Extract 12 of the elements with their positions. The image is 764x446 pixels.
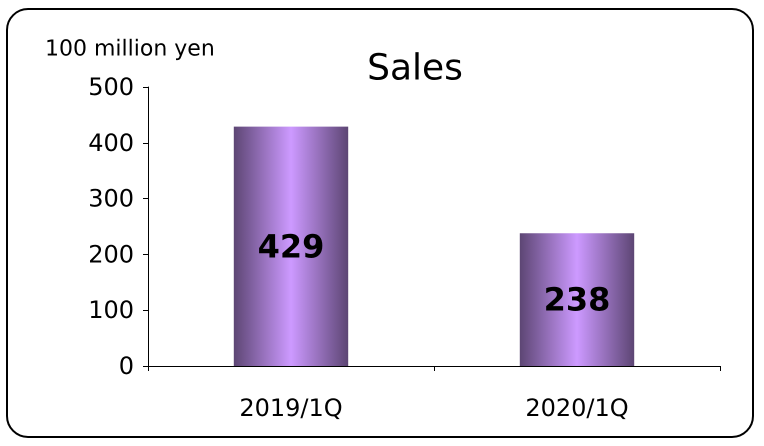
y-axis-title: 100 million yen — [45, 36, 215, 62]
data-label: 238 — [544, 280, 610, 319]
data-label: 429 — [258, 227, 324, 266]
x-tick-label: 2020/1Q — [525, 394, 629, 422]
y-tick-label: 300 — [88, 184, 134, 213]
y-tick-label: 400 — [88, 128, 134, 157]
x-tick-label: 2019/1Q — [239, 394, 343, 422]
chart-title: Sales — [367, 48, 463, 88]
y-tick-label: 0 — [118, 352, 134, 380]
y-tick-label: 100 — [88, 296, 134, 324]
y-tick-label: 500 — [88, 73, 134, 101]
y-tick-label: 200 — [88, 240, 134, 268]
